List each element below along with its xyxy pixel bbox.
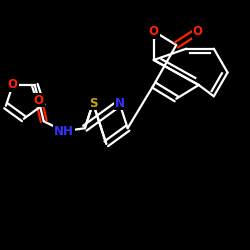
Text: O: O (192, 25, 202, 38)
Text: N: N (114, 96, 124, 110)
Text: O: O (34, 94, 44, 106)
Text: O: O (8, 78, 18, 91)
Text: NH: NH (54, 125, 74, 138)
Text: O: O (149, 25, 159, 38)
Text: S: S (89, 96, 97, 110)
